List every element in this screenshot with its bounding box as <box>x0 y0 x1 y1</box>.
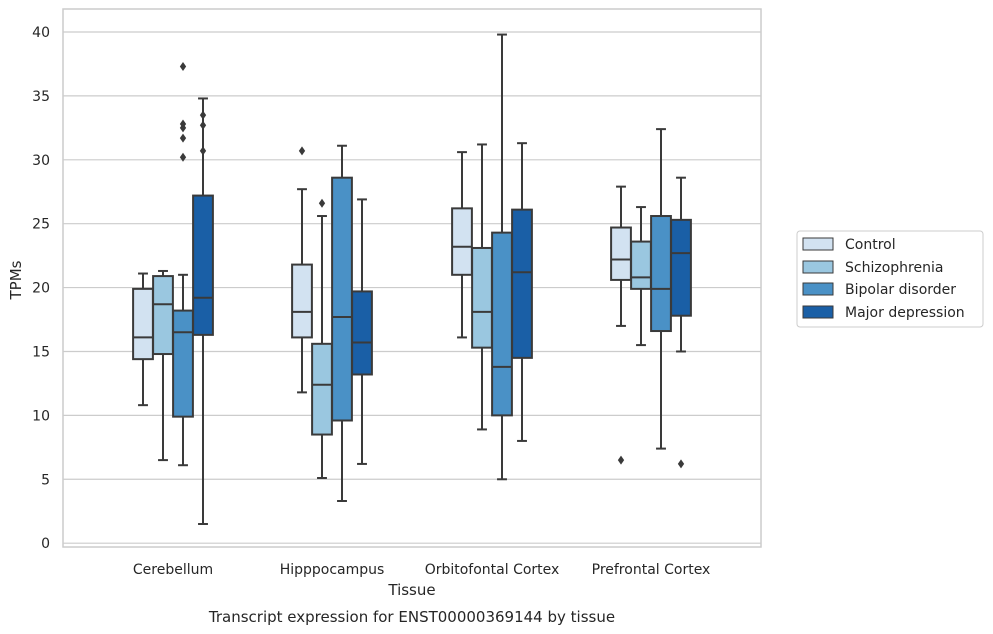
box-control-cerebellum <box>132 272 154 407</box>
box-iqr-schizophrenia-hipppocampus <box>311 342 333 436</box>
x-tick-label-hipppocampus: Hipppocampus <box>280 562 385 578</box>
box-iqr-major-depression-cerebellum <box>192 194 214 336</box>
box-iqr-control-prefrontal-cortex <box>610 226 632 281</box>
box-iqr-major-depression-hipppocampus <box>351 290 373 376</box>
box-iqr-control-cerebellum <box>132 287 154 361</box>
box-schizophrenia-hipppocampus <box>311 198 333 479</box>
y-axis-ticks: 0 5 10 15 20 25 30 35 40 <box>32 25 50 552</box>
box-iqr-control-hipppocampus <box>291 263 313 339</box>
x-axis-ticks: Cerebellum Hipppocampus Orbitofontal Corte… <box>133 562 710 578</box>
y-tick-label-40: 40 <box>32 25 50 41</box>
x-tick-label-prefrontal-cortex: Prefrontal Cortex <box>592 562 711 578</box>
y-tick-label-5: 5 <box>41 472 50 488</box>
box-control-orbitofontal-cortex <box>451 151 473 339</box>
outlier-bipolar-disorder-cerebellum-1 <box>179 133 187 143</box>
outlier-control-prefrontal-cortex-0 <box>617 455 625 465</box>
box-bipolar-disorder-prefrontal-cortex <box>650 128 672 450</box>
box-control-prefrontal-cortex <box>610 185 632 465</box>
legend-swatch-control <box>802 237 834 251</box>
x-axis-title: Tissue <box>387 581 435 599</box>
box-iqr-bipolar-disorder-prefrontal-cortex <box>650 215 672 333</box>
legend-frame <box>796 230 984 328</box>
y-tick-label-10: 10 <box>32 408 50 424</box>
box-iqr-schizophrenia-orbitofontal-cortex <box>471 246 493 349</box>
box-iqr-schizophrenia-prefrontal-cortex <box>630 240 652 290</box>
box-major-depression-orbitofontal-cortex <box>511 142 533 442</box>
legend-label-bipolar-disorder: Bipolar disorder <box>845 282 956 298</box>
box-iqr-bipolar-disorder-hipppocampus <box>331 176 353 422</box>
outlier-bipolar-disorder-cerebellum-3 <box>179 62 187 72</box>
gridlines <box>63 31 761 544</box>
box-control-hipppocampus <box>291 146 313 394</box>
box-bipolar-disorder-hipppocampus <box>331 144 353 502</box>
box-schizophrenia-orbitofontal-cortex <box>471 143 493 431</box>
legend-label-major-depression: Major depression <box>845 305 965 321</box>
box-iqr-bipolar-disorder-orbitofontal-cortex <box>491 231 513 417</box>
legend: Control Schizophrenia Bipolar disorder M… <box>796 230 984 328</box>
box-iqr-major-depression-orbitofontal-cortex <box>511 208 533 359</box>
outlier-bipolar-disorder-cerebellum-2 <box>179 119 187 129</box>
y-tick-label-20: 20 <box>32 281 50 297</box>
legend-label-control: Control <box>845 237 896 253</box>
boxes <box>132 33 692 525</box>
box-major-depression-hipppocampus <box>351 198 373 465</box>
y-axis-title: TPMs <box>7 260 25 300</box>
outlier-schizophrenia-hipppocampus-0 <box>318 198 326 208</box>
y-tick-label-25: 25 <box>32 217 50 233</box>
legend-swatch-schizophrenia <box>802 260 834 274</box>
x-tick-label-cerebellum: Cerebellum <box>133 562 213 578</box>
box-bipolar-disorder-cerebellum <box>172 62 194 467</box>
y-tick-label-30: 30 <box>32 153 50 169</box>
y-tick-label-0: 0 <box>41 536 50 552</box>
legend-swatch-major-depression <box>802 305 834 319</box>
outlier-major-depression-cerebellum-2 <box>199 146 207 156</box>
legend-label-schizophrenia: Schizophrenia <box>845 260 943 276</box>
outlier-major-depression-cerebellum-0 <box>199 110 207 120</box>
x-tick-label-orbitofontal-cortex: Orbitofontal Cortex <box>425 562 560 578</box>
outlier-bipolar-disorder-cerebellum-4 <box>179 152 187 162</box>
outlier-control-hipppocampus-0 <box>298 146 306 156</box>
box-iqr-schizophrenia-cerebellum <box>152 275 174 356</box>
y-tick-label-35: 35 <box>32 89 50 105</box>
box-iqr-control-orbitofontal-cortex <box>451 207 473 276</box>
box-iqr-bipolar-disorder-cerebellum <box>172 309 194 418</box>
box-major-depression-cerebellum <box>192 97 214 525</box>
box-major-depression-prefrontal-cortex <box>670 176 692 469</box>
outlier-major-depression-prefrontal-cortex-0 <box>677 459 685 469</box>
legend-swatch-bipolar-disorder <box>802 282 834 296</box>
outlier-major-depression-cerebellum-1 <box>199 120 207 130</box>
y-tick-label-15: 15 <box>32 344 50 360</box>
box-iqr-major-depression-prefrontal-cortex <box>670 218 692 317</box>
chart-caption: Transcript expression for ENST0000036914… <box>208 608 615 626</box>
